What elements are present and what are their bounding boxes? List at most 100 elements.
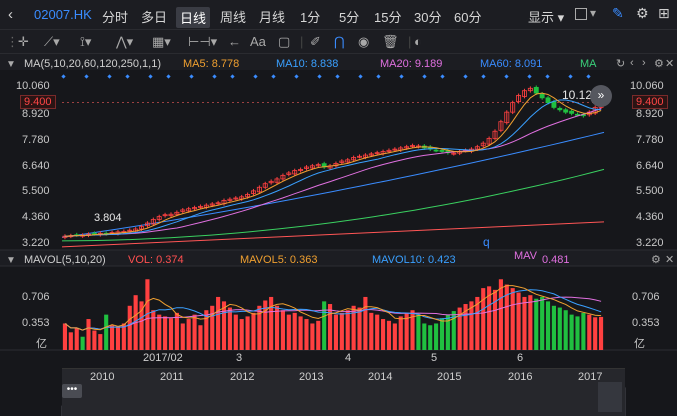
candle-body xyxy=(569,110,575,114)
candle-body xyxy=(368,153,374,156)
chevron-left-icon[interactable]: ‹ xyxy=(630,57,634,69)
display-checkbox[interactable] xyxy=(575,8,587,20)
volume-bar xyxy=(157,314,162,350)
text-tool[interactable]: Aa xyxy=(250,34,266,49)
panel-settings-icon[interactable]: ⚙ xyxy=(651,254,661,266)
volume-bar xyxy=(463,304,468,350)
nav-year: 2016 xyxy=(508,371,533,383)
toggle-icon[interactable]: ◐ xyxy=(414,34,422,49)
volume-bar xyxy=(68,332,73,350)
volume-bar xyxy=(62,323,68,350)
drag-handle-icon[interactable]: ⋮ xyxy=(6,34,19,49)
volume-bar xyxy=(516,292,521,350)
ma10-line xyxy=(64,99,602,237)
trash-icon[interactable]: 🗑 xyxy=(382,34,399,49)
event-dot xyxy=(335,74,340,79)
volume-bar xyxy=(257,305,262,350)
y-tick-right: 10.060 xyxy=(630,80,664,92)
candle-body xyxy=(91,232,97,235)
event-dot xyxy=(504,74,509,79)
ma250-line xyxy=(61,221,605,248)
candle-body xyxy=(262,183,268,188)
volume-bar xyxy=(381,319,386,350)
navigator-more-button[interactable]: ••• xyxy=(62,384,82,398)
line-draw-icon[interactable]: ⟋▾ xyxy=(44,34,60,49)
candle-body xyxy=(539,93,545,99)
volume-bar xyxy=(492,289,498,350)
ma-tag[interactable]: MA xyxy=(580,58,597,70)
volume-bar xyxy=(369,312,374,350)
settings-icon[interactable]: ⚙ xyxy=(636,5,649,21)
volume-bar xyxy=(121,323,126,350)
pen-icon[interactable]: ✎ xyxy=(612,5,624,21)
tab-period-2[interactable]: 日线 xyxy=(176,7,211,28)
volume-bar xyxy=(269,296,274,350)
event-dot xyxy=(189,74,194,79)
refresh-icon[interactable]: ↻ xyxy=(616,58,626,70)
eye-icon[interactable]: ◉ xyxy=(358,34,370,49)
tab-period-3[interactable]: 周线 xyxy=(220,10,247,25)
volume-bar xyxy=(251,312,256,350)
price-chart[interactable] xyxy=(0,54,677,416)
candle-body xyxy=(286,172,292,175)
vol-y-tick-right: 0.353 xyxy=(632,317,660,329)
y-tick-left: 4.360 xyxy=(22,211,50,223)
grid-icon[interactable]: ⊞ xyxy=(658,5,670,21)
panel-close-icon[interactable]: ✕ xyxy=(665,58,675,70)
volume-bar xyxy=(439,318,445,350)
magnet-icon[interactable]: ⋂ xyxy=(334,34,345,49)
volume-bar xyxy=(587,314,592,350)
stats-tools-icon[interactable]: ▦▾ xyxy=(152,34,171,49)
candle-body xyxy=(351,157,357,161)
eraser-icon[interactable]: ✐ xyxy=(310,34,321,49)
tab-period-0[interactable]: 分时 xyxy=(102,10,129,25)
display-menu[interactable]: 显示 ▾ xyxy=(528,10,565,25)
volume-bar xyxy=(451,311,456,350)
x-label: 4 xyxy=(345,352,352,364)
arrow-left-icon[interactable]: ← xyxy=(228,34,241,49)
current-price-left: 9.400 xyxy=(20,95,56,109)
volume-bar xyxy=(280,310,285,350)
event-marker[interactable]: q xyxy=(483,235,490,249)
range-tools-icon[interactable]: ⊢⊣▾ xyxy=(188,34,218,49)
chevron-right-icon[interactable]: › xyxy=(642,57,646,69)
event-dot xyxy=(440,74,445,79)
chevron-down-icon[interactable]: ▾ xyxy=(590,6,597,20)
tab-period-9[interactable]: 60分 xyxy=(454,10,482,25)
candle-body xyxy=(451,152,457,155)
tab-period-1[interactable]: 多日 xyxy=(141,10,168,25)
panel-settings-icon[interactable]: ⚙ xyxy=(654,58,664,70)
expand-right-icon[interactable]: » xyxy=(590,85,612,107)
time-navigator[interactable] xyxy=(62,368,625,416)
vol-unit-left: 亿 xyxy=(36,338,47,350)
y-tick-right: 6.640 xyxy=(636,160,664,172)
comment-icon[interactable]: ▢ xyxy=(278,34,291,49)
candle-body xyxy=(174,211,180,215)
candle-body xyxy=(292,170,298,175)
vol-unit-right: 亿 xyxy=(634,338,645,350)
stock-symbol[interactable]: 02007.HK xyxy=(34,7,92,22)
tab-period-8[interactable]: 30分 xyxy=(414,10,442,25)
navigator-window-handle[interactable] xyxy=(598,382,622,412)
candle-body xyxy=(527,87,533,92)
collapse-icon[interactable]: ▼ xyxy=(6,255,16,266)
collapse-icon[interactable]: ▼ xyxy=(6,59,16,70)
volume-bar xyxy=(245,316,250,350)
candle-body xyxy=(439,149,445,152)
back-arrow-icon[interactable]: ‹ xyxy=(8,6,13,23)
volume-bar xyxy=(204,310,209,350)
volume-bar xyxy=(469,301,474,350)
tab-period-4[interactable]: 月线 xyxy=(259,10,286,25)
tab-period-6[interactable]: 5分 xyxy=(339,10,360,25)
trend-tools-icon[interactable]: ⟟▾ xyxy=(80,34,92,49)
wave-tools-icon[interactable]: ⋀▾ xyxy=(116,34,134,49)
tab-period-5[interactable]: 1分 xyxy=(300,10,321,25)
x-label: 6 xyxy=(517,352,524,364)
crosshair-icon[interactable]: ✛ xyxy=(18,34,29,49)
candle-body xyxy=(192,207,198,210)
panel-close-icon[interactable]: ✕ xyxy=(665,254,675,266)
candle-body xyxy=(392,148,398,151)
mavol5-line xyxy=(64,285,602,331)
top-bar: ‹ 02007.HK 分时 多日 日线 周线 月线 1分 5分 15分 30分 … xyxy=(0,0,677,30)
tab-period-7[interactable]: 15分 xyxy=(374,10,402,25)
